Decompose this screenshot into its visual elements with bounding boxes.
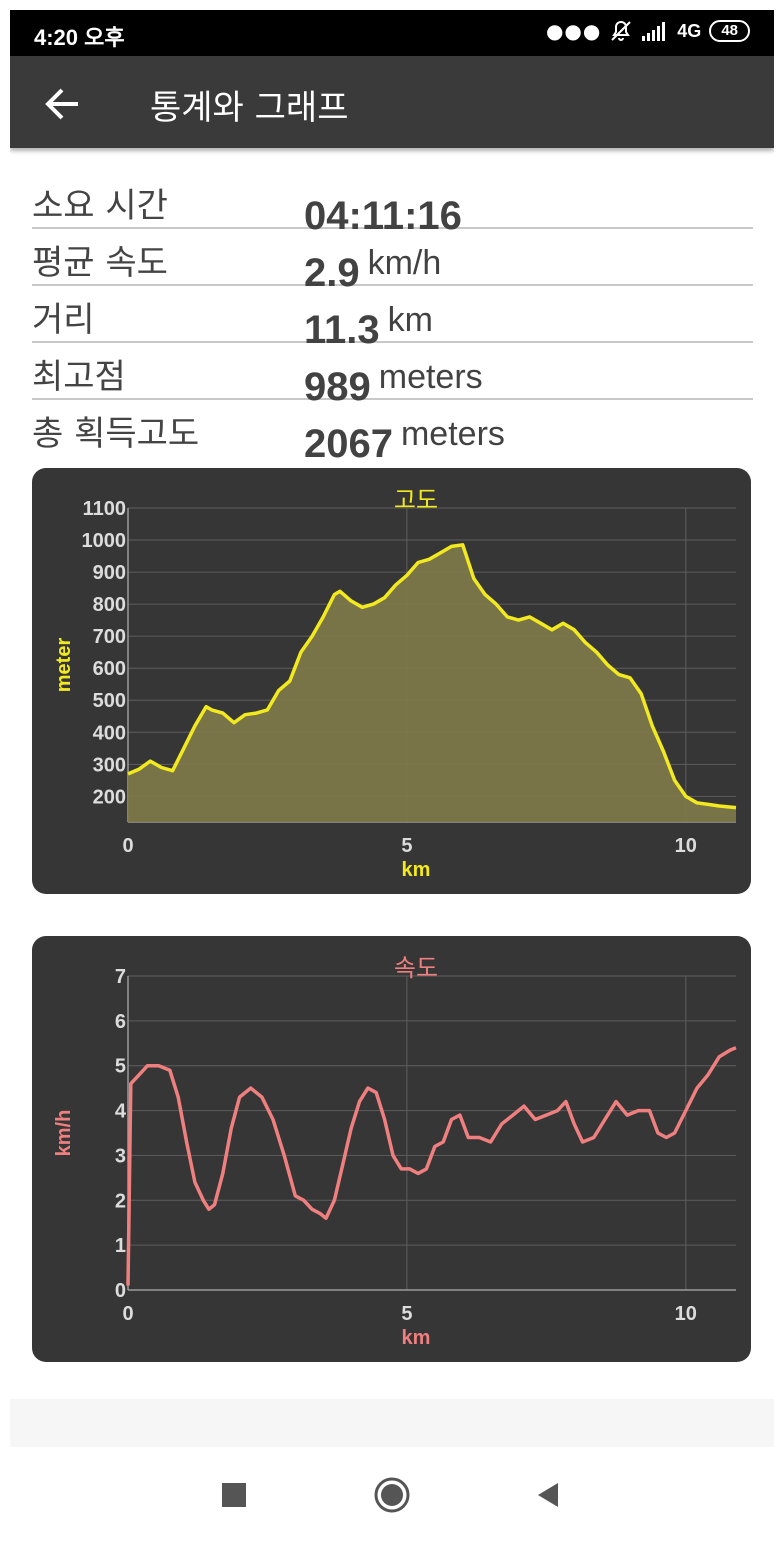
stat-value: 2.9 km/h [304, 244, 442, 295]
y-tick-label: 1 [115, 1235, 126, 1257]
y-tick-label: 900 [93, 562, 126, 584]
stat-label: 최고점 [32, 357, 126, 397]
y-tick-label: 700 [93, 626, 126, 648]
y-tick-label: 0 [115, 1280, 126, 1302]
x-tick-label: 5 [401, 1303, 412, 1325]
stat-row-distance: 거리 11.3 km [32, 286, 753, 352]
stat-row-elevation-gain: 총 획득고도 2067 meters [32, 400, 753, 466]
chart-title: 고도 [394, 486, 438, 514]
elevation-chart: 200 300 400 500 600 700 800 900 1000 1100 0 5 10 고도 km… [32, 468, 751, 894]
more-notifications-icon: ●●● [545, 19, 602, 43]
battery-icon: 48 [709, 20, 750, 42]
y-axis-label: meter [53, 638, 75, 693]
square-icon [222, 1483, 246, 1507]
y-tick-label: 5 [115, 1056, 126, 1078]
y-tick-label: 3 [115, 1145, 126, 1167]
bottom-spacer [10, 1399, 774, 1447]
y-tick-label: 1000 [82, 530, 127, 552]
stat-label: 평균 속도 [32, 243, 168, 283]
screen: 4:20 오후 ●●● 4G 48 [10, 10, 774, 1538]
y-tick-label: 200 [93, 786, 126, 808]
status-icons: ●●● 4G 48 [546, 19, 750, 43]
y-tick-label: 7 [115, 966, 126, 988]
page-title: 통계와 그래프 [150, 88, 349, 128]
back-button[interactable] [38, 80, 86, 128]
recents-button[interactable] [214, 1475, 254, 1515]
stat-label: 거리 [32, 300, 95, 340]
status-time: 4:20 오후 [34, 25, 125, 50]
stat-unit: meters [378, 358, 483, 396]
x-axis-label: km [402, 859, 431, 881]
stat-unit: meters [400, 415, 505, 453]
y-tick-label: 6 [115, 1011, 126, 1033]
chart-title: 속도 [394, 954, 438, 982]
x-tick-label: 10 [675, 1303, 697, 1325]
x-tick-label: 0 [122, 1303, 133, 1325]
stat-value: 11.3 km [304, 301, 433, 352]
y-tick-label: 500 [93, 690, 126, 712]
y-axis-label: km/h [53, 1110, 75, 1157]
data-line [126, 1046, 737, 1286]
stat-unit: km [387, 301, 433, 339]
stat-row-avg-speed: 평균 속도 2.9 km/h [32, 229, 753, 295]
status-bar: 4:20 오후 ●●● 4G 48 [10, 10, 774, 56]
x-tick-label: 5 [401, 835, 412, 857]
y-tick-label: 1100 [83, 498, 126, 520]
x-axis-label: km [402, 1327, 431, 1349]
bell-off-icon [611, 20, 632, 41]
stat-label: 소요 시간 [32, 186, 168, 226]
stat-row-duration: 소요 시간 04:11:16 [32, 172, 753, 238]
back-nav-button[interactable] [528, 1475, 568, 1515]
stat-value: 04:11:16 [304, 194, 462, 238]
elevation-chart-svg: 200 300 400 500 600 700 800 900 1000 1100 0 5 10 고도 km… [53, 486, 737, 881]
stat-unit: km/h [367, 244, 442, 282]
y-tick-label: 300 [93, 754, 126, 776]
home-button[interactable] [372, 1475, 412, 1515]
circle-icon [374, 1477, 410, 1513]
arrow-back-icon [45, 88, 78, 120]
triangle-back-icon [538, 1483, 558, 1507]
y-tick-label: 400 [93, 722, 126, 744]
y-tick-label: 2 [115, 1190, 126, 1212]
stat-row-max-elevation: 최고점 989 meters [32, 343, 753, 409]
stat-label: 총 획득고도 [32, 414, 200, 454]
area-fill [128, 544, 736, 822]
data-line [127, 543, 737, 810]
signal-icon [642, 22, 666, 41]
y-tick-label: 600 [93, 658, 126, 680]
speed-chart-svg: 0 1 2 3 4 5 6 7 0 5 10 속도 km km/h [53, 954, 737, 1349]
app-bar: 통계와 그래프 [10, 56, 774, 148]
y-tick-label: 800 [93, 594, 126, 616]
x-tick-label: 10 [675, 835, 697, 857]
navigation-bar [10, 1447, 774, 1538]
stats-list: 소요 시간 04:11:16 평균 속도 2.9 km/h 거리 11.3 km 최… [32, 172, 753, 466]
x-tick-label: 0 [122, 835, 133, 857]
stat-value: 2067 meters [304, 415, 505, 466]
y-tick-label: 4 [115, 1101, 127, 1123]
speed-chart: 0 1 2 3 4 5 6 7 0 5 10 속도 km km/h [32, 936, 751, 1362]
stat-value: 989 meters [304, 358, 483, 409]
network-type: 4G [677, 20, 702, 41]
